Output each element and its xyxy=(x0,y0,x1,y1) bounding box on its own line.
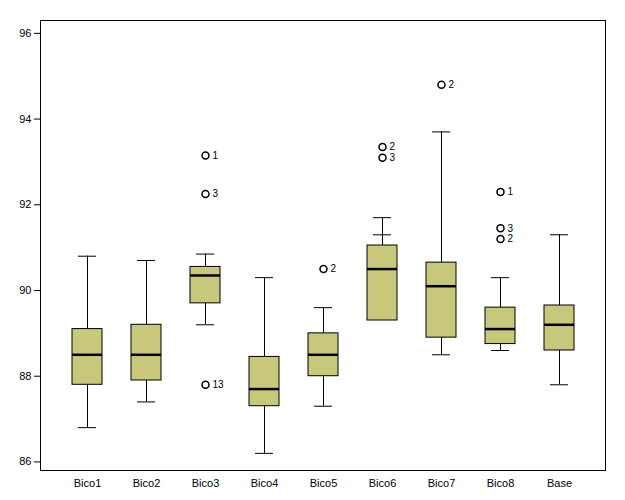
svg-text:1: 1 xyxy=(213,150,219,161)
svg-text:3: 3 xyxy=(508,223,514,234)
svg-text:86: 86 xyxy=(19,455,31,467)
svg-text:96: 96 xyxy=(19,27,31,39)
svg-text:3: 3 xyxy=(390,152,396,163)
svg-text:Bico8: Bico8 xyxy=(487,477,515,489)
svg-text:92: 92 xyxy=(19,198,31,210)
svg-text:13: 13 xyxy=(213,379,225,390)
svg-text:Bico6: Bico6 xyxy=(369,477,397,489)
svg-text:Bico4: Bico4 xyxy=(251,477,279,489)
svg-text:2: 2 xyxy=(331,263,337,274)
svg-text:94: 94 xyxy=(19,113,31,125)
svg-text:2: 2 xyxy=(390,141,396,152)
svg-text:2: 2 xyxy=(508,233,514,244)
svg-text:Bico5: Bico5 xyxy=(310,477,338,489)
svg-text:Bico1: Bico1 xyxy=(74,477,102,489)
svg-text:2: 2 xyxy=(449,79,455,90)
svg-text:Bico3: Bico3 xyxy=(192,477,220,489)
svg-text:Bico2: Bico2 xyxy=(133,477,161,489)
svg-text:Bico7: Bico7 xyxy=(428,477,456,489)
svg-text:Base: Base xyxy=(547,477,572,489)
svg-text:1: 1 xyxy=(508,186,514,197)
svg-text:90: 90 xyxy=(19,284,31,296)
svg-text:88: 88 xyxy=(19,370,31,382)
svg-text:3: 3 xyxy=(213,188,219,199)
